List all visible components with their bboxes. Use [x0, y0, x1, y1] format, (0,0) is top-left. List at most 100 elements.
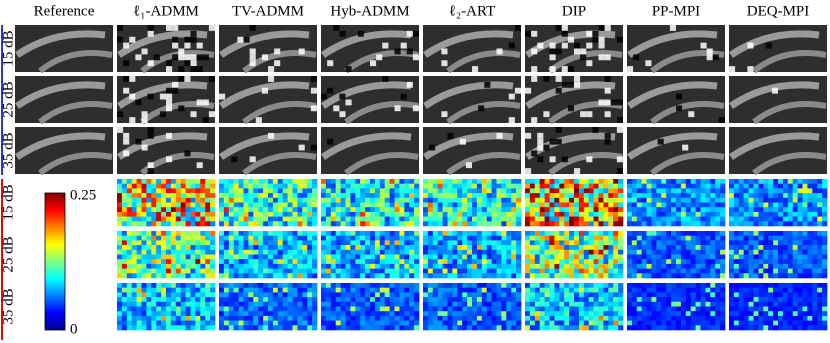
- noise-pixel: [184, 76, 190, 82]
- error-pixel: [807, 264, 812, 269]
- error-pixel: [360, 316, 365, 321]
- error-pixel: [773, 325, 778, 330]
- error-pixel: [253, 250, 258, 255]
- error-pixel: [701, 255, 706, 260]
- error-pixel: [758, 269, 763, 274]
- error-pixel: [404, 193, 409, 198]
- error-pixel: [307, 203, 312, 208]
- error-pixel: [341, 231, 346, 236]
- error-pixel: [443, 231, 448, 236]
- noise-pixel: [401, 43, 407, 49]
- error-pixel: [681, 307, 686, 312]
- noise-pixel: [184, 43, 190, 49]
- error-pixel: [701, 250, 706, 255]
- error-pixel: [428, 198, 433, 203]
- error-pixel: [666, 236, 671, 241]
- error-pixel: [637, 264, 642, 269]
- error-pixel: [642, 198, 647, 203]
- error-pixel: [632, 307, 637, 312]
- error-pixel: [404, 288, 409, 293]
- error-pixel: [346, 259, 351, 264]
- error-pixel: [778, 240, 783, 245]
- error-pixel: [773, 198, 778, 203]
- error-pixel: [438, 259, 443, 264]
- error-pixel: [404, 259, 409, 264]
- error-pixel: [807, 283, 812, 288]
- error-pixel: [691, 250, 696, 255]
- error-pixel: [589, 250, 594, 255]
- error-pixel: [191, 212, 196, 217]
- image-panel: [729, 25, 827, 72]
- error-pixel: [258, 231, 263, 236]
- error-pixel: [472, 212, 477, 217]
- error-pixel: [594, 245, 599, 250]
- error-pixel: [691, 188, 696, 193]
- error-pixel: [293, 203, 298, 208]
- error-pixel: [501, 264, 506, 269]
- error-pixel: [365, 188, 370, 193]
- noise-pixel: [172, 82, 178, 88]
- error-pixel: [355, 288, 360, 293]
- error-pixel: [720, 307, 725, 312]
- error-pixel: [589, 325, 594, 330]
- error-pixel: [535, 264, 540, 269]
- error-pixel: [181, 325, 186, 330]
- error-pixel: [661, 283, 666, 288]
- error-pixel: [788, 302, 793, 307]
- error-pixel: [754, 198, 759, 203]
- error-pixel: [637, 325, 642, 330]
- error-pixel: [423, 231, 428, 236]
- error-pixel: [457, 255, 462, 260]
- error-pixel: [569, 236, 574, 241]
- error-pixel: [350, 255, 355, 260]
- error-pixel: [656, 231, 661, 236]
- error-pixel: [676, 179, 681, 184]
- error-pixel: [754, 203, 759, 208]
- error-pixel: [156, 259, 161, 264]
- error-pixel: [715, 188, 720, 193]
- error-pixel: [744, 188, 749, 193]
- error-pixel: [788, 184, 793, 189]
- error-pixel: [516, 288, 521, 293]
- error-pixel: [467, 203, 472, 208]
- error-pixel: [307, 321, 312, 326]
- noise-pixel: [327, 88, 333, 94]
- error-pixel: [773, 179, 778, 184]
- noise-pixel: [556, 25, 562, 31]
- error-pixel: [554, 321, 559, 326]
- error-pixel: [127, 193, 132, 198]
- error-pixel: [248, 198, 253, 203]
- error-pixel: [239, 203, 244, 208]
- error-pixel: [312, 179, 317, 184]
- error-pixel: [395, 264, 400, 269]
- error-pixel: [360, 207, 365, 212]
- error-pixel: [462, 236, 467, 241]
- error-pixel: [117, 273, 122, 278]
- error-pixel: [701, 259, 706, 264]
- error-pixel: [584, 288, 589, 293]
- error-pixel: [574, 245, 579, 250]
- error-pixel: [156, 288, 161, 293]
- error-pixel: [239, 273, 244, 278]
- error-pixel: [326, 264, 331, 269]
- error-pixel: [457, 297, 462, 302]
- image-panel: [423, 25, 521, 72]
- error-pixel: [554, 198, 559, 203]
- error-pixel: [613, 297, 618, 302]
- noise-pixel: [543, 111, 549, 117]
- error-pixel: [326, 297, 331, 302]
- error-pixel: [783, 203, 788, 208]
- error-pixel: [788, 245, 793, 250]
- error-pixel: [268, 292, 273, 297]
- error-pixel: [205, 236, 210, 241]
- error-pixel: [574, 307, 579, 312]
- error-pixel: [467, 193, 472, 198]
- error-pixel: [302, 212, 307, 217]
- error-pixel: [428, 269, 433, 274]
- error-pixel: [822, 231, 827, 236]
- error-pixel: [142, 311, 147, 316]
- error-pixel: [307, 292, 312, 297]
- noise-pixel: [250, 49, 256, 55]
- error-pixel: [613, 236, 618, 241]
- error-pixel: [278, 203, 283, 208]
